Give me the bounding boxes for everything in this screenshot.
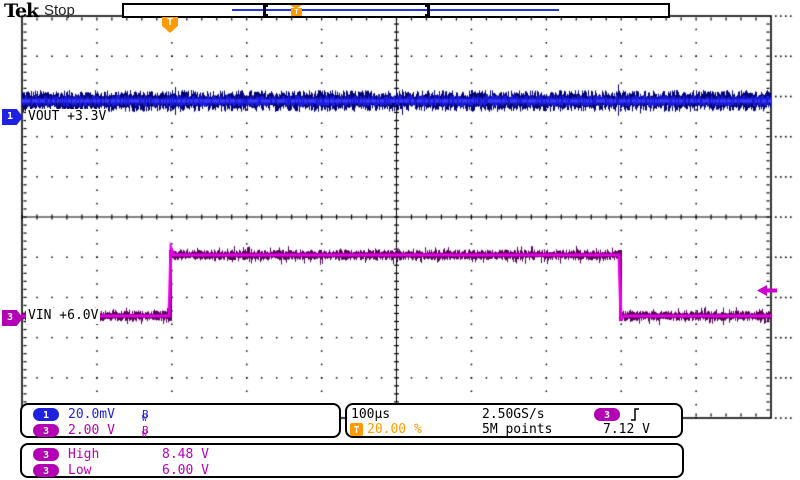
record-overview-bar: T (122, 3, 670, 18)
record-length-value: 5M points (482, 422, 553, 437)
overview-trigger-t-icon: T (291, 8, 302, 16)
measurement-value: 6.00 V (162, 463, 209, 478)
measurement-row-low: 3 Low 6.00 V (22, 463, 682, 478)
ch1-waveform-label: VOUT +3.3V (26, 109, 109, 125)
record-waveform-line (232, 9, 559, 11)
zoom-bracket-right-serif-top (425, 5, 430, 7)
measurement-row-high: 3 High 8.48 V (22, 447, 682, 462)
ch1-position-marker-icon: 1 (2, 109, 23, 125)
bw-main: B (142, 408, 149, 421)
acquisition-status: Stop (44, 2, 75, 19)
trigger-t-badge-icon: T (350, 423, 363, 436)
ch3-waveform-label: VIN +6.0V (26, 308, 101, 324)
sample-rate-value: 2.50GS/s (482, 407, 545, 422)
ch3-scale-value: 2.00 V (68, 423, 115, 438)
bw-main: B (142, 424, 149, 437)
zoom-bracket-left (263, 5, 266, 16)
tek-logo: Tek (4, 0, 39, 22)
horizontal-row-2: T 20.00 % 5M points 7.12 V (347, 422, 681, 437)
bw-sub: W (142, 414, 147, 424)
trigger-position-value: 20.00 % (367, 422, 422, 437)
ch1-scale-value: 20.0mV (68, 407, 115, 422)
trigger-level-value: 7.12 V (603, 422, 650, 437)
bw-sub: W (142, 430, 147, 440)
trigger-level-arrow-icon (757, 285, 777, 296)
zoom-bracket-right (427, 5, 430, 16)
overview-trigger-arrow-icon (290, 5, 302, 9)
zoom-bracket-left-serif-bottom (263, 14, 268, 16)
zoom-bracket-right-serif-bottom (425, 14, 430, 16)
measurement-name: High (68, 447, 100, 462)
ch3-badge: 3 (33, 424, 59, 437)
horizontal-trigger-readout-box: 100µs 2.50GS/s 3 T 20.00 % 5M points 7.1… (345, 403, 683, 438)
horizontal-row-1: 100µs 2.50GS/s 3 (347, 407, 681, 422)
trigger-source-badge: 3 (594, 408, 620, 421)
trigger-slope-icon (630, 408, 640, 425)
measurement-channel-badge: 3 (33, 464, 59, 477)
zoom-bracket-left-serif-top (263, 5, 268, 7)
measurement-value: 8.48 V (162, 447, 209, 462)
measurement-name: Low (68, 463, 92, 478)
ch3-position-marker-icon: 3 (2, 310, 23, 326)
trigger-position-marker-icon: T (162, 17, 178, 33)
timebase-value: 100µs (351, 407, 391, 422)
ch1-badge: 1 (33, 408, 59, 421)
measurements-box: 3 High 8.48 V 3 Low 6.00 V (20, 443, 684, 478)
measurement-channel-badge: 3 (33, 448, 59, 461)
